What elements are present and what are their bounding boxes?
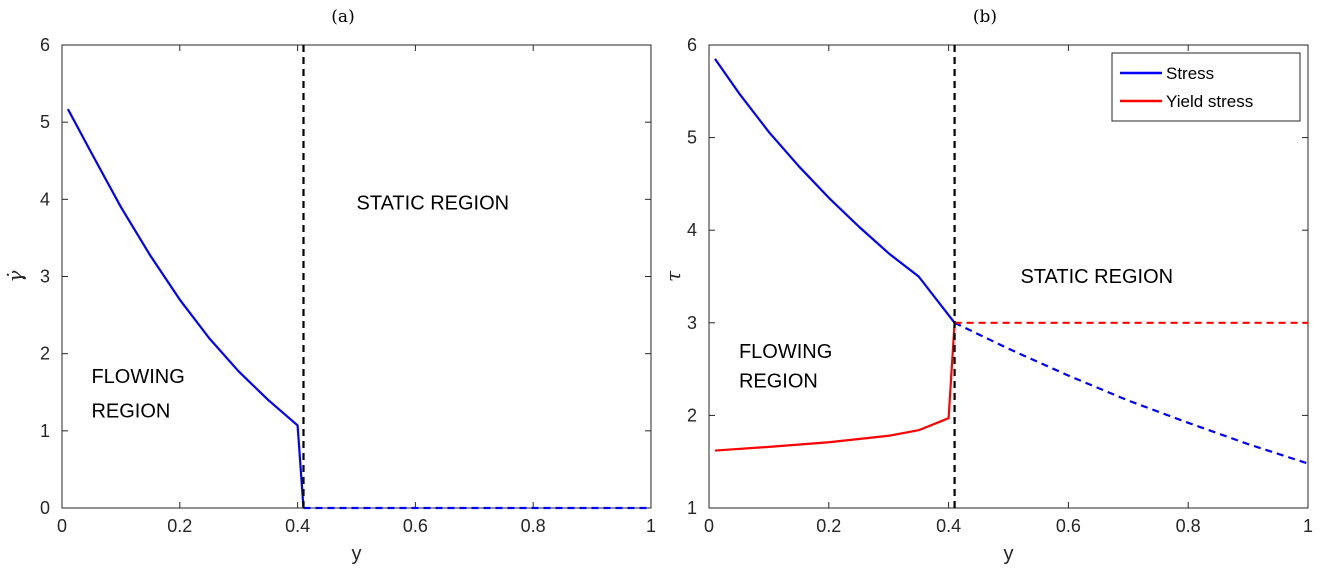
region-annotation: REGION bbox=[91, 401, 170, 423]
y-axis-label: τ bbox=[661, 270, 685, 282]
legend-box bbox=[1111, 52, 1301, 122]
y-tick-label: 4 bbox=[687, 220, 697, 240]
series-line-0 bbox=[714, 58, 956, 324]
y-tick-label: 6 bbox=[40, 35, 50, 55]
x-axis-label: y bbox=[1004, 543, 1014, 565]
y-tick-label: 0 bbox=[40, 498, 50, 518]
legend-entry: Yield stress bbox=[1166, 92, 1253, 111]
series-line-0 bbox=[66, 108, 305, 509]
region-annotation: STATIC REGION bbox=[357, 192, 510, 214]
y-tick-label: 3 bbox=[40, 267, 50, 287]
y-tick-label: 6 bbox=[687, 35, 697, 55]
y-tick-label: 3 bbox=[687, 313, 697, 333]
series-line-2 bbox=[714, 322, 956, 452]
y-tick-label: 5 bbox=[687, 128, 697, 148]
region-annotation: STATIC REGION bbox=[1020, 266, 1173, 288]
y-tick-label: 4 bbox=[40, 189, 50, 209]
x-tick-label: 0.8 bbox=[1176, 516, 1201, 536]
y-tick-label: 5 bbox=[40, 112, 50, 132]
x-tick-label: 0.6 bbox=[1056, 516, 1081, 536]
y-tick-label: 1 bbox=[40, 421, 50, 441]
axes-box bbox=[708, 44, 1309, 509]
chart-panel-b: (b) 0 0.2 0.4 0.6 0.8 1 1 2 3 4 5 6 y τ FLOWING REGION ST… bbox=[661, 7, 1313, 565]
y-tick-label: 1 bbox=[687, 498, 697, 518]
chart-panel-a: (a) 0 0.2 0.4 0.6 0.8 1 0 1 2 3 4 5 6 y γ̇ FLOWING REGION… bbox=[3, 7, 656, 565]
legend-entry: Stress bbox=[1166, 64, 1214, 83]
y-axis-label: γ̇ bbox=[3, 270, 27, 282]
x-tick-label: 1 bbox=[646, 516, 656, 536]
x-tick-label: 1 bbox=[1303, 516, 1313, 536]
x-tick-label: 0.4 bbox=[936, 516, 961, 536]
legend: Stress Yield stress bbox=[1111, 52, 1301, 122]
region-annotation: REGION bbox=[739, 371, 818, 393]
axes-box bbox=[61, 44, 652, 509]
x-tick-label: 0.2 bbox=[816, 516, 841, 536]
x-tick-label: 0.6 bbox=[403, 516, 428, 536]
x-tick-label: 0 bbox=[57, 516, 67, 536]
x-axis-label: y bbox=[352, 543, 362, 565]
series-line-1-dashed bbox=[954, 321, 1309, 465]
x-tick-label: 0.4 bbox=[285, 516, 310, 536]
x-tick-label: 0 bbox=[704, 516, 714, 536]
x-tick-label: 0.8 bbox=[521, 516, 546, 536]
y-tick-label: 2 bbox=[40, 344, 50, 364]
y-tick-label: 2 bbox=[687, 405, 697, 425]
panel-label: (b) bbox=[973, 7, 997, 27]
x-tick-label: 0.2 bbox=[167, 516, 192, 536]
region-annotation: FLOWING bbox=[739, 341, 832, 363]
panel-label: (a) bbox=[331, 7, 354, 27]
region-annotation: FLOWING bbox=[91, 366, 184, 388]
